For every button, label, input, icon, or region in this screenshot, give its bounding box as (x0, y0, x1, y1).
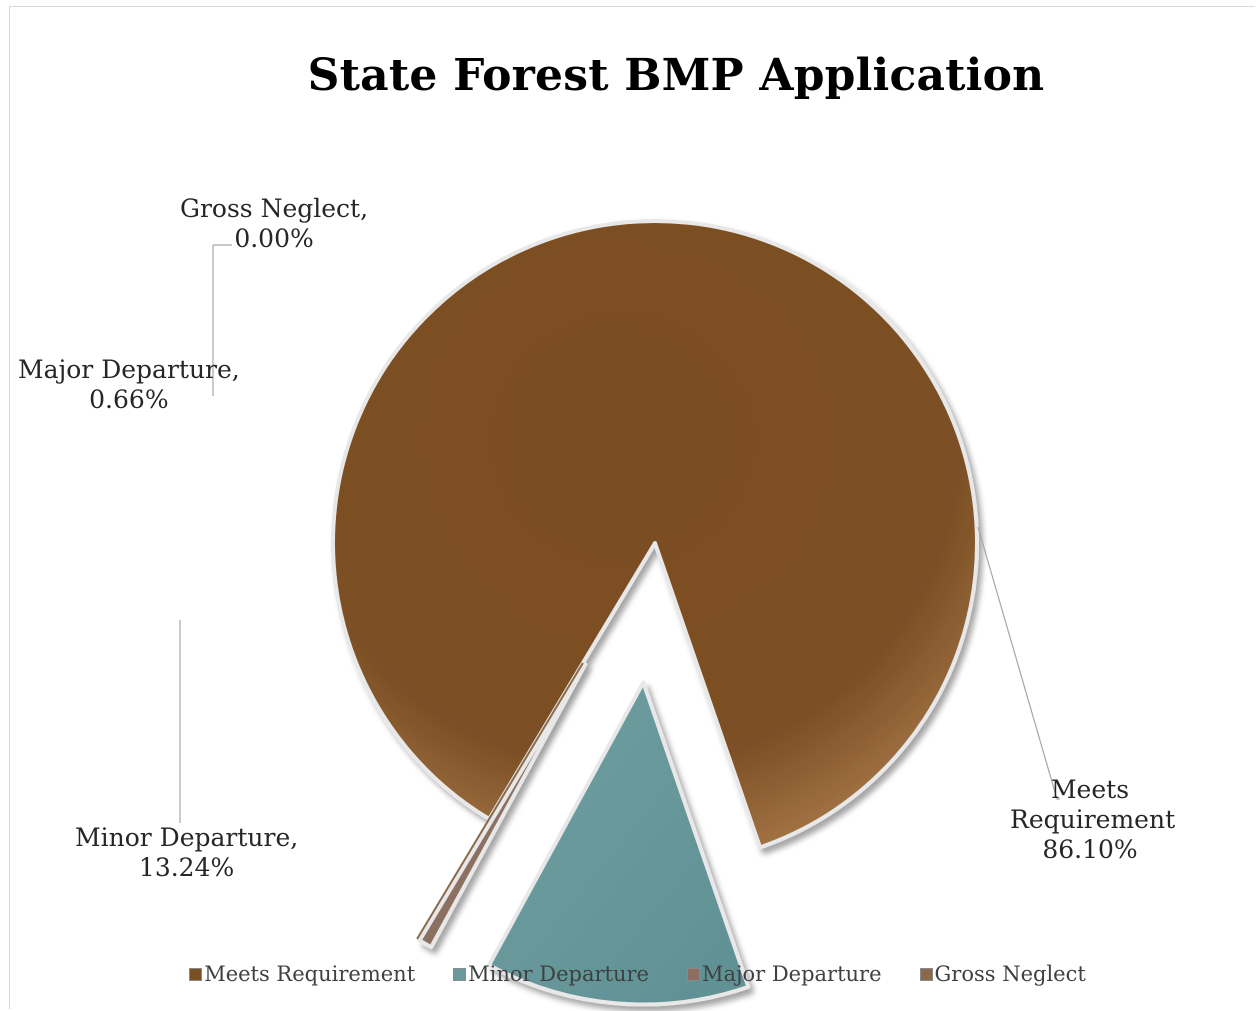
data-label-gross-neglect: Gross Neglect, 0.00% (180, 194, 368, 254)
legend-label: Minor Departure (468, 962, 649, 986)
data-label-minor-departure: Minor Departure, 13.24% (75, 823, 298, 883)
data-label-name: Minor Departure, (75, 823, 299, 852)
data-label-value: 0.66% (89, 385, 169, 414)
data-label-meets-requirement: Meets Requirement 86.10% (1010, 775, 1176, 865)
pie-slice-meets-requirement (331, 219, 979, 850)
legend-item: Major Departure (686, 962, 882, 986)
legend-label: Meets Requirement (204, 962, 416, 986)
legend-swatch (686, 967, 700, 981)
legend-swatch (189, 967, 203, 981)
data-label-value: 0.00% (234, 224, 314, 253)
legend-label: Gross Neglect (934, 962, 1086, 986)
legend-swatch (919, 967, 933, 981)
data-label-name: Meets Requirement (1010, 775, 1176, 834)
chart-title: State Forest BMP Application (307, 50, 1045, 101)
data-label-name: Major Departure, (18, 355, 240, 384)
leader-line (977, 526, 1060, 800)
legend-item: Minor Departure (453, 962, 649, 986)
legend-swatch (453, 967, 467, 981)
legend-item: Gross Neglect (919, 962, 1086, 986)
data-label-name: Gross Neglect, (180, 194, 369, 223)
pie-slice-gross-neglect (416, 662, 584, 940)
data-label-value: 13.24% (138, 853, 235, 882)
legend-label: Major Departure (701, 962, 882, 986)
legend: Meets Requirement Minor Departure Major … (0, 962, 1257, 986)
data-label-major-departure: Major Departure, 0.66% (18, 355, 240, 415)
pie-slice-minor-departure (487, 680, 751, 1007)
legend-item: Meets Requirement (189, 962, 415, 986)
data-label-value: 86.10% (1042, 835, 1138, 864)
pie-slice-major-departure (417, 662, 588, 950)
